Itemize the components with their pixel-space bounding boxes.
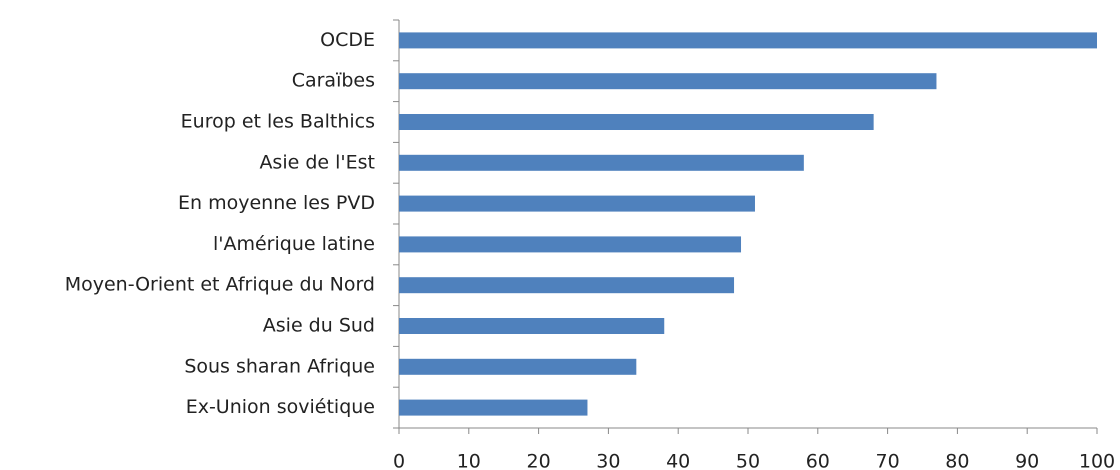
x-tick-label: 30 (596, 451, 620, 470)
y-tick-label: Ex-Union soviétique (186, 396, 375, 418)
x-tick-label: 60 (806, 451, 830, 470)
bar (399, 154, 804, 171)
bar (399, 358, 637, 375)
x-tick-label: 90 (1015, 451, 1039, 470)
x-tick-label: 10 (457, 451, 481, 470)
x-tick-label: 100 (1079, 451, 1115, 470)
x-tick-label: 50 (736, 451, 760, 470)
y-tick-label: Sous sharan Afrique (184, 355, 375, 377)
bar (399, 277, 735, 294)
y-tick-label: OCDE (320, 29, 375, 51)
y-tick-label: Asie de l'Est (259, 151, 375, 173)
y-tick-label: l'Amérique latine (213, 233, 375, 255)
y-tick-label: Europ et les Balthics (181, 111, 375, 133)
bar (399, 114, 874, 130)
bar (399, 32, 1097, 49)
y-tick-label: En moyenne les PVD (178, 192, 375, 214)
x-tick-label: 20 (527, 451, 551, 470)
bar (399, 236, 742, 253)
x-tick-label: 80 (945, 451, 969, 470)
bar (399, 73, 937, 90)
x-tick-label: 0 (393, 451, 405, 470)
x-tick-label: 40 (666, 451, 690, 470)
bar (399, 195, 755, 212)
bar (399, 318, 665, 334)
x-tick-label: 70 (876, 451, 900, 470)
y-tick-label: Asie du Sud (263, 315, 375, 337)
y-tick-label: Moyen-Orient et Afrique du Nord (65, 274, 375, 296)
bar (399, 399, 588, 416)
y-tick-label: Caraïbes (292, 70, 375, 92)
